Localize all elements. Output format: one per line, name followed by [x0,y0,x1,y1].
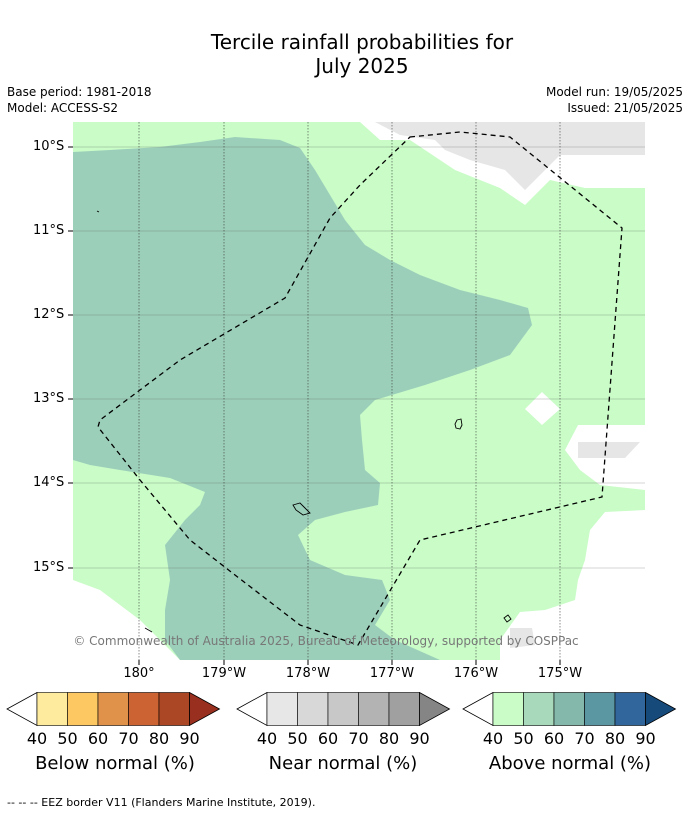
colorbar-cell [36,692,68,726]
colorbar-tick-label: 40 [26,729,48,748]
below-normal-colorbar [6,692,221,727]
above-normal-colorbar [462,692,677,727]
lon-label-180: 180° [123,666,155,681]
colorbar-tick-label: 90 [179,729,200,748]
model-run-text: Model run: 19/05/2025 [545,85,683,99]
colorbar-extend-high [189,692,221,727]
eez-border [97,131,623,646]
colorbar-cell [297,692,329,726]
colorbar-cell [358,692,390,726]
meridians [138,122,561,660]
colorbar-extend-low [6,692,38,727]
lat-label-10s: 10°S [33,139,65,154]
colorbar-tick-label: 80 [378,729,400,748]
island-west [96,210,100,213]
colorbars [6,692,677,727]
title-line-2: July 2025 [315,54,409,78]
colorbar-tick-label: 50 [57,729,78,748]
colorbar-tick-label: 70 [574,729,595,748]
colorbar-tick-label: 40 [256,729,278,748]
island-south [503,614,512,623]
lon-label-179w: 179°W [201,666,247,681]
tick-marks [68,146,561,665]
gridlines [73,146,645,569]
map-title: Tercile rainfall probabilities for July … [0,30,690,78]
island-central [292,502,311,516]
model-text: Model: ACCESS-S2 [7,101,119,115]
lon-label-175w: 175°W [537,666,583,681]
near-normal-region-north [375,122,645,190]
colorbar-cell [553,692,585,726]
meta-left: Base period: 1981-2018 Model: ACCESS-S2 [7,84,152,116]
issued-text: Issued: 21/05/2025 [567,101,683,115]
colorbar-tick-label: 90 [635,729,656,748]
island-southwest [144,627,153,633]
colorbar-tick-label: 50 [513,729,534,748]
colorbar-cell [327,692,359,726]
colorbar-tick-label: 70 [348,729,369,748]
colorbar-cell [388,692,420,726]
no-dominant-region-southwest [73,580,180,660]
lat-label-12s: 12°S [33,307,65,322]
colorbar-extend-low [236,692,268,727]
island-east [454,418,463,430]
colorbar-tick-label: 50 [287,729,308,748]
lat-label-11s: 11°S [33,223,65,238]
colorbar-cell [584,692,616,726]
colorbar-tick-label: 70 [118,729,139,748]
colorbar-cell [614,692,646,726]
colorbar-extend-high [419,692,451,727]
map-area [73,122,645,660]
near-normal-patch-south [510,628,535,648]
meta-right: Model run: 19/05/2025 Issued: 21/05/2025 [546,84,683,116]
colorbar-extend-high [645,692,677,727]
colorbar-tick-label: 60 [317,729,339,748]
lat-label-13s: 13°S [33,391,65,406]
lat-label-14s: 14°S [33,475,65,490]
base-period-text: Base period: 1981-2018 [7,85,152,99]
colorbar-extend-low [462,692,494,727]
copyright-text: © Commonwealth of Australia 2025, Bureau… [73,634,578,648]
near-normal-colorbar [236,692,451,727]
colorbar-cell [158,692,190,726]
colorbar-tick-label: 80 [148,729,170,748]
colorbar-cell [523,692,555,726]
colorbar-cell [128,692,160,726]
colorbar-cell [266,692,298,726]
colorbar-tick-label: 60 [543,729,565,748]
colorbar-cell [97,692,129,726]
below-normal-title: Below normal (%) [35,753,195,774]
title-line-1: Tercile rainfall probabilities for [210,30,514,54]
colorbar-tick-label: 80 [604,729,626,748]
no-dominant-region-southeast [500,510,645,660]
islands [96,210,512,633]
no-dominant-patch [525,392,560,425]
above-normal-60-region [73,137,532,660]
near-normal-patch-east [578,442,640,458]
lon-label-177w: 177°W [369,666,415,681]
lat-label-15s: 15°S [33,560,65,575]
colorbar-cell [67,692,99,726]
colorbar-cell [492,692,524,726]
eez-footnote: -- -- -- EEZ border V11 (Flanders Marine… [7,796,316,809]
lon-label-178w: 178°W [285,666,331,681]
near-normal-title: Near normal (%) [268,753,418,774]
lon-label-176w: 176°W [453,666,499,681]
colorbar-tick-label: 40 [482,729,504,748]
above-normal-title: Above normal (%) [488,753,652,774]
colorbar-tick-label: 60 [87,729,109,748]
colorbar-tick-label: 90 [409,729,430,748]
